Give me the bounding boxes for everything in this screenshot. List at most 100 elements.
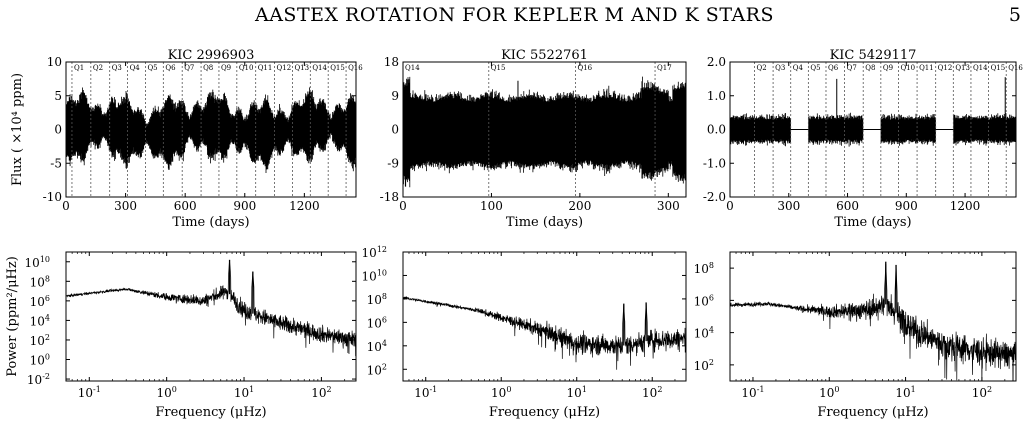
flux-trace [403,76,686,188]
quarter-label: Q4 [130,64,141,72]
y-tick-label: 0.0 [707,123,726,137]
x-tick-label: 100 [491,385,511,400]
y-tick-label: 1010 [25,255,50,270]
x-axis-label: Frequency (μHz) [155,405,266,420]
y-axis-label: Flux ( ×10⁴ ppm) [10,73,25,186]
running-title: AASTEX ROTATION FOR KEPLER M AND K STARS [254,4,774,26]
x-tick-label: 300 [657,199,680,213]
lightcurve-data-0 [66,87,356,173]
quarter-label: Q12 [938,64,953,72]
chart-title: KIC 2996903 [168,48,255,63]
y-tick-label: -18 [380,190,399,204]
lightcurve-data-2 [730,77,1016,147]
y-tick-label: 104 [694,326,714,341]
lightcurve-panel-0: Q1 Q2 Q3 Q4 Q5 Q6 Q7 Q8 Q9 Q10 Q11 Q12 Q13 Q14 Q15 Q16K… [10,48,363,230]
y-tick-label: -1.0 [703,156,726,170]
quarter-label: Q6 [828,64,839,72]
quarter-label: Q9 [221,64,231,72]
quarter-label: Q15 [991,64,1006,72]
lightcurve-panel-1: Q14 Q15 Q16 Q17 KIC 5522761 0 100 200 300 -18 -9 0 9… [380,48,687,230]
y-tick-label: 2.0 [707,55,726,69]
y-tick-label: -2.0 [703,190,726,204]
spectrum-data-1 [403,295,686,370]
y-tick-label: -5 [50,156,62,170]
spectrum-data-2 [730,261,1016,381]
x-tick-label: 900 [233,199,256,213]
x-tick-label: 0 [399,199,407,213]
x-axis-label: Time (days) [834,215,911,230]
plot-frame-spec-2 [729,251,1017,382]
y-tick-label: 106 [367,315,387,330]
flux-trace [730,112,1016,147]
y-tick-label: 108 [694,261,714,276]
quarter-label: Q2 [93,64,103,72]
x-tick-label: 1200 [289,199,320,213]
y-tick-label: 106 [694,293,714,308]
x-axis-label: Frequency (μHz) [817,405,928,420]
x-tick-label: 300 [777,199,800,213]
y-tick-label: 0 [391,123,399,137]
quarter-label: Q13 [294,64,309,72]
x-tick-label: 10-1 [78,385,101,400]
quarter-label: Q3 [112,64,122,72]
quarter-label: Q14 [973,64,988,72]
spectrum-panel-2: 10-1 100 101 102 102 104 106 108 Frequency (μHz) [694,251,1017,420]
spectrum-panel-0: 10-1 100 101 102 10-2 100 102 104 106 108 1010 Freq… [5,251,357,420]
quarter-label: Q7 [184,64,194,72]
chart-title: KIC 5522761 [501,48,588,63]
quarter-label: Q17 [657,64,672,72]
quarter-label: Q14 [312,64,327,72]
y-tick-label: 102 [30,333,50,348]
y-tick-label: 108 [367,292,387,307]
figure-grid: Q1 Q2 Q3 Q4 Q5 Q6 Q7 Q8 Q9 Q10 Q11 Q12 Q13 Q14 Q15 Q16K… [5,48,1023,420]
spectrum-panel-1: 10-1 100 101 102 102 104 106 108 1010 1012 Frequen… [362,245,687,420]
y-tick-label: -10 [43,190,62,204]
x-tick-label: 1200 [950,199,981,213]
x-tick-label: 101 [567,385,587,400]
x-tick-label: 100 [480,199,503,213]
y-tick-label: 5 [54,89,62,103]
page-number: 5 [1008,4,1021,26]
x-tick-label: 200 [568,199,591,213]
quarter-label: Q11 [919,64,934,72]
y-tick-label: 1.0 [707,89,726,103]
quarter-label: Q4 [793,64,804,72]
y-tick-label: 10-2 [27,372,50,387]
y-tick-label: 10 [47,55,62,69]
quarter-label: Q14 [405,64,420,72]
quarter-label: Q3 [775,64,785,72]
x-tick-label: 300 [114,199,137,213]
quarter-label: Q7 [847,64,857,72]
quarter-label: Q8 [865,64,875,72]
x-tick-label: 101 [895,385,915,400]
quarter-label: Q15 [491,64,506,72]
x-tick-label: 600 [836,199,859,213]
quarter-label: Q1 [74,64,84,72]
quarter-label: Q13 [955,64,970,72]
power-trace [66,260,356,357]
y-axis-label: Power (ppm²/μHz) [5,256,20,377]
quarter-label: Q15 [330,64,345,72]
flux-trace [66,87,356,173]
power-trace [730,263,1016,381]
quarter-label: Q8 [203,64,213,72]
quarter-label: Q9 [883,64,893,72]
quarter-label: Q12 [277,64,292,72]
lightcurve-data-1 [403,76,686,188]
quarter-label: Q10 [900,64,915,72]
y-tick-label: 9 [391,89,399,103]
x-axis-label: Time (days) [506,215,583,230]
x-tick-label: 900 [895,199,918,213]
quarter-label: Q16 [577,64,592,72]
y-tick-label: 102 [694,358,714,373]
y-tick-label: 104 [30,313,50,328]
x-axis-label: Frequency (μHz) [489,405,600,420]
y-tick-label: 100 [30,353,50,368]
x-tick-label: 100 [819,385,839,400]
y-tick-label: 108 [30,274,50,289]
x-tick-label: 101 [234,385,254,400]
x-tick-label: 100 [156,385,176,400]
y-tick-label: -9 [387,156,399,170]
y-tick-label: 104 [367,339,387,354]
y-tick-label: 106 [30,294,50,309]
